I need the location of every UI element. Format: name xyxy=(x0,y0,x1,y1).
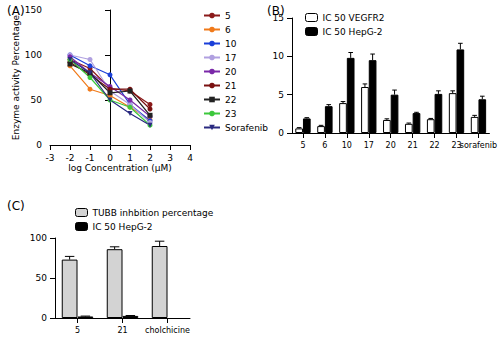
svg-text:sorafenib: sorafenib xyxy=(460,141,497,150)
svg-text:22: 22 xyxy=(225,95,236,105)
svg-text:-2: -2 xyxy=(66,153,75,163)
svg-text:0: 0 xyxy=(36,140,42,150)
svg-text:(B): (B) xyxy=(267,4,285,18)
svg-text:10: 10 xyxy=(342,141,352,150)
svg-text:IC 50 HepG-2: IC 50 HepG-2 xyxy=(93,222,153,232)
svg-text:21: 21 xyxy=(117,326,127,335)
svg-text:150: 150 xyxy=(25,5,42,15)
svg-text:-3: -3 xyxy=(46,153,55,163)
svg-text:21: 21 xyxy=(408,141,418,150)
svg-text:5: 5 xyxy=(300,141,305,150)
svg-text:3: 3 xyxy=(167,153,173,163)
svg-text:TUBB inhbition percentage: TUBB inhbition percentage xyxy=(92,208,214,218)
svg-text:(C): (C) xyxy=(7,199,25,213)
svg-text:50: 50 xyxy=(31,95,43,105)
svg-text:0: 0 xyxy=(107,153,113,163)
svg-text:50: 50 xyxy=(36,273,48,283)
svg-text:5: 5 xyxy=(278,90,284,100)
svg-text:0: 0 xyxy=(278,128,284,138)
svg-text:cholchicine: cholchicine xyxy=(145,326,190,335)
svg-text:17: 17 xyxy=(225,53,236,63)
svg-text:-1: -1 xyxy=(86,153,95,163)
svg-text:5: 5 xyxy=(225,11,231,21)
svg-text:4: 4 xyxy=(187,153,193,163)
svg-text:log Concentration (μM): log Concentration (μM) xyxy=(68,163,172,173)
svg-text:23: 23 xyxy=(451,140,462,150)
svg-text:5: 5 xyxy=(75,326,80,335)
svg-text:IC 50 HepG-2: IC 50 HepG-2 xyxy=(323,27,383,37)
svg-text:100: 100 xyxy=(30,233,47,243)
svg-text:Sorafenib: Sorafenib xyxy=(225,123,268,133)
svg-text:IC 50 VEGFR2: IC 50 VEGFR2 xyxy=(323,13,385,23)
svg-text:21: 21 xyxy=(225,81,236,91)
svg-text:15: 15 xyxy=(272,13,284,23)
svg-text:10: 10 xyxy=(273,51,285,61)
svg-text:6: 6 xyxy=(225,25,231,35)
svg-text:17: 17 xyxy=(364,141,374,150)
svg-text:20: 20 xyxy=(386,141,396,150)
svg-text:6: 6 xyxy=(322,141,327,150)
svg-text:20: 20 xyxy=(225,67,237,77)
svg-text:(A): (A) xyxy=(7,4,25,18)
svg-text:2: 2 xyxy=(147,153,153,163)
svg-text:Enzyme activity Percentage: Enzyme activity Percentage xyxy=(11,14,21,140)
svg-text:23: 23 xyxy=(225,109,236,119)
svg-text:100: 100 xyxy=(25,50,42,60)
svg-text:22: 22 xyxy=(429,141,439,150)
svg-text:1: 1 xyxy=(127,153,133,163)
svg-text:10: 10 xyxy=(225,39,237,49)
svg-text:0: 0 xyxy=(41,313,47,323)
